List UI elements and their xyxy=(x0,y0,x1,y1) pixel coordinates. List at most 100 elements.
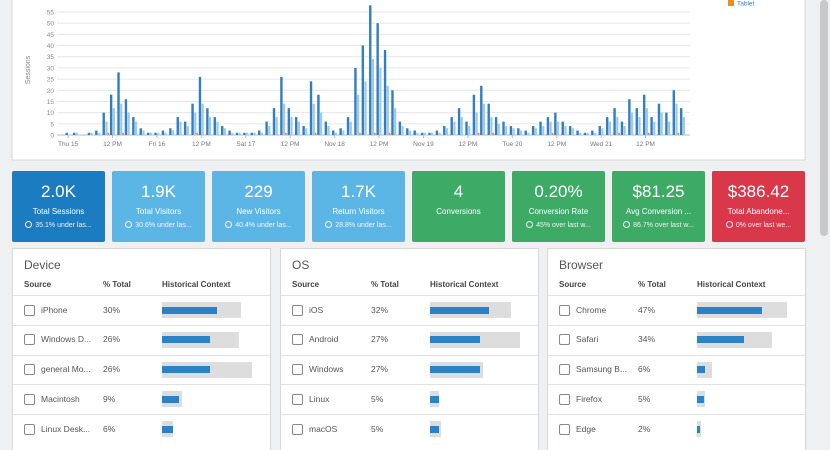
bar xyxy=(305,128,308,135)
bar xyxy=(645,108,648,135)
source: Windows D... xyxy=(41,334,92,345)
checkbox[interactable] xyxy=(24,304,35,316)
percent-total: 26% xyxy=(103,364,121,375)
checkbox[interactable] xyxy=(24,364,35,376)
kpi-change: 28.8% under las... xyxy=(312,221,405,229)
column-header: Source xyxy=(292,280,320,289)
y-tick-label: 25 xyxy=(47,77,55,84)
change-text: 0% over last we... xyxy=(735,222,792,229)
percent-total: 34% xyxy=(638,334,656,345)
bar xyxy=(386,85,389,135)
checkbox[interactable] xyxy=(24,334,35,346)
current-bar xyxy=(162,366,210,374)
bar xyxy=(482,103,486,135)
source: Windows xyxy=(309,364,344,375)
kpi-tile[interactable]: 4 Conversions xyxy=(412,171,505,242)
bar xyxy=(401,126,404,135)
bar xyxy=(556,121,560,135)
bar xyxy=(468,126,471,135)
kpi-tile[interactable]: $81.25 Avg Conversion ... 86.7% over last … xyxy=(612,171,705,242)
percent-total: 9% xyxy=(103,393,116,404)
bar xyxy=(512,128,515,135)
current-bar xyxy=(697,425,700,433)
bar xyxy=(542,126,545,135)
checkbox[interactable] xyxy=(559,393,570,405)
column-header: % Total xyxy=(371,280,399,289)
bar xyxy=(505,126,508,135)
bar xyxy=(465,121,468,135)
bar xyxy=(105,121,108,135)
bar xyxy=(231,132,234,135)
x-tick-label: 12 PM xyxy=(281,141,300,148)
current-bar xyxy=(430,336,480,344)
bar xyxy=(149,132,152,135)
current-bar xyxy=(162,425,174,433)
y-tick-label: 15 xyxy=(47,99,55,106)
bar xyxy=(280,76,283,135)
scrollbar[interactable] xyxy=(820,0,828,236)
column-header: Historical Context xyxy=(430,280,499,289)
bar xyxy=(220,126,224,135)
checkbox[interactable] xyxy=(559,423,570,435)
chart-card xyxy=(11,0,806,161)
checkbox[interactable] xyxy=(24,423,35,435)
source: Macintosh xyxy=(41,393,80,404)
bar xyxy=(223,128,226,135)
bar xyxy=(487,103,490,135)
bar xyxy=(260,132,263,135)
kpi-tile[interactable]: 1.9K Total Visitors 30.6% under las... xyxy=(112,171,205,242)
bar xyxy=(374,132,376,135)
checkbox[interactable] xyxy=(559,364,570,376)
source: Chrome xyxy=(576,304,607,315)
kpi-tile[interactable]: 1.7K Return Visitors 28.8% under las... xyxy=(312,171,405,242)
breakdown-panel: OS Source % Total Historical Context iOS 32% A… xyxy=(280,248,539,450)
x-tick-label: 12 PM xyxy=(192,141,211,148)
bar xyxy=(342,130,345,135)
bar xyxy=(283,103,286,135)
change-text: 86.7% over last w... xyxy=(633,222,694,229)
kpi-label: New Visitors xyxy=(236,207,281,216)
bar xyxy=(161,130,165,135)
bar xyxy=(492,132,495,135)
bar xyxy=(601,128,604,135)
bar xyxy=(171,130,175,135)
bar xyxy=(228,130,231,135)
kpi-value: 4 xyxy=(453,182,464,201)
bar xyxy=(539,121,542,135)
x-tick-label: Thu 15 xyxy=(58,141,79,148)
bar xyxy=(196,132,198,135)
bar xyxy=(179,121,182,135)
bar xyxy=(460,117,463,135)
kpi-label: Total Visitors xyxy=(135,207,182,216)
bar xyxy=(561,121,564,135)
bar xyxy=(369,5,372,136)
checkbox[interactable] xyxy=(292,334,303,346)
checkbox[interactable] xyxy=(292,423,303,435)
checkbox[interactable] xyxy=(292,304,303,316)
bar xyxy=(327,126,330,135)
current-bar xyxy=(430,366,480,374)
kpi-tile[interactable]: 229 New Visitors 40.4% under las... xyxy=(212,171,305,242)
bar xyxy=(238,132,241,135)
kpi-tile[interactable]: $386.42 Total Abandone... 0% over last we.… xyxy=(712,171,805,242)
bar xyxy=(376,23,379,136)
checkbox[interactable] xyxy=(292,393,303,405)
kpi-tile[interactable]: 0.20% Conversion Rate 45% over last w... xyxy=(512,171,605,242)
bar xyxy=(169,128,172,135)
kpi-value: $386.42 xyxy=(727,182,790,201)
row-separator xyxy=(281,414,538,416)
bar xyxy=(120,103,123,135)
kpi-change: 0% over last we... xyxy=(712,221,805,229)
row-separator xyxy=(13,354,270,356)
checkbox[interactable] xyxy=(559,334,570,346)
percent-total: 5% xyxy=(371,393,384,404)
bar xyxy=(657,103,661,135)
checkbox[interactable] xyxy=(292,364,303,376)
checkbox[interactable] xyxy=(559,304,570,316)
checkbox[interactable] xyxy=(24,393,35,405)
bar xyxy=(679,108,683,135)
kpi-tile[interactable]: 2.0K Total Sessions 35.1% under las... xyxy=(12,171,105,242)
bar xyxy=(568,126,572,135)
change-icon xyxy=(225,221,233,228)
